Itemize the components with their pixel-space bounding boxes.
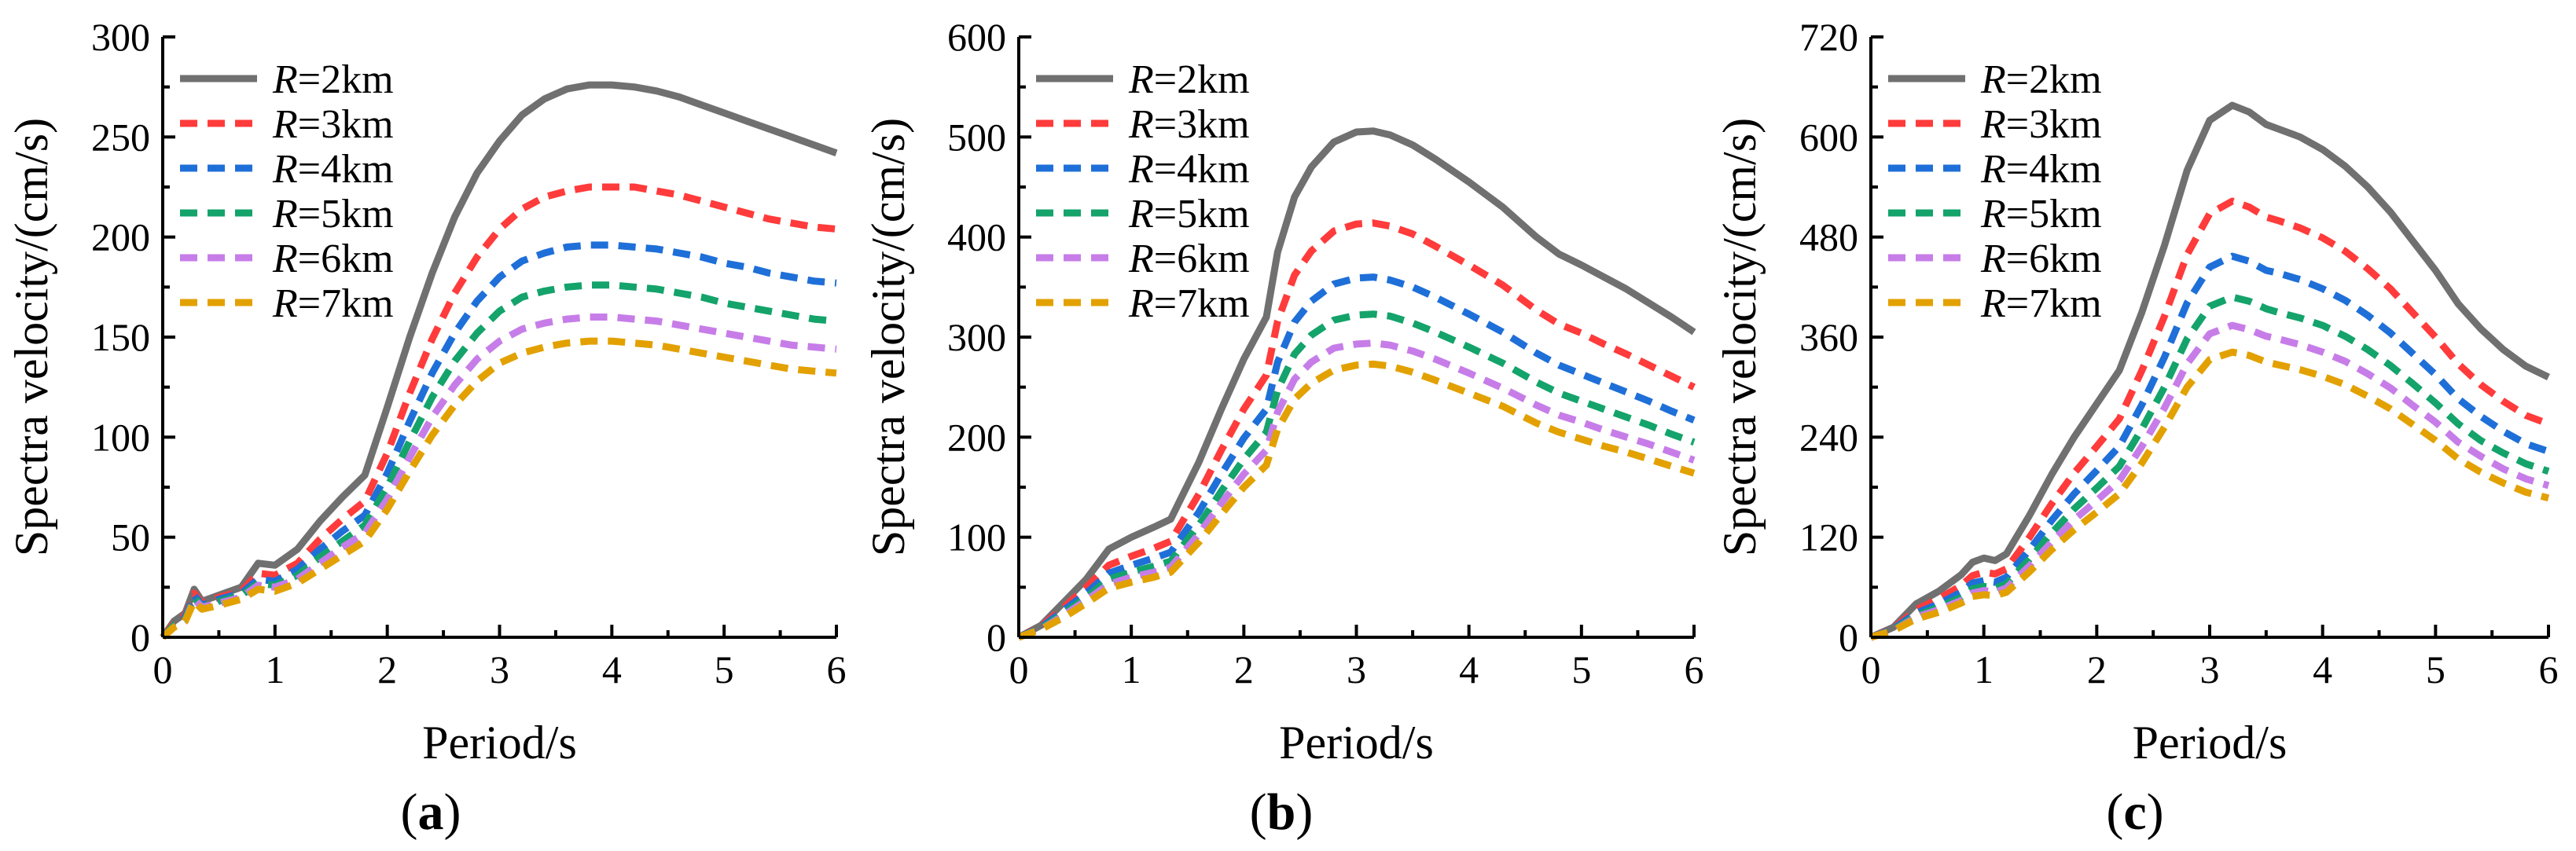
legend-entry-label: R=2km	[1128, 57, 1250, 102]
x-tick-label: 1	[265, 647, 285, 691]
legend-entry-label: R=4km	[1128, 147, 1250, 192]
y-tick-label: 0	[987, 615, 1006, 659]
legend-entry-label: R=2km	[272, 57, 394, 102]
legend-entry-label: R=7km	[1980, 281, 2102, 326]
x-tick-label: 0	[1009, 647, 1029, 691]
series-line-b-6	[1017, 360, 1696, 641]
y-tick-label: 200	[91, 215, 150, 259]
x-tick-label: 6	[2539, 647, 2559, 691]
series-line-c-5	[1869, 321, 2550, 641]
x-tick-label: 4	[602, 647, 622, 691]
series-line-b-2	[1017, 219, 1696, 641]
y-tick-label: 50	[111, 515, 150, 559]
y-tick-label: 240	[1799, 415, 1858, 459]
x-tick-label: 6	[1685, 647, 1704, 691]
y-tick-label: 250	[91, 115, 150, 159]
chart-panel-b: 0 1 2 3 4 5 6 0 100 200 300 400 500 600 Period/s Spectr…	[862, 15, 1704, 841]
y-tick-label: 480	[1799, 215, 1858, 259]
y-tick-label: 360	[1799, 315, 1858, 359]
chart-panel-c: 0 1 2 3 4 5 6 0 120 240 360 480 600 720 Period/s Spectr…	[1714, 15, 2559, 841]
panel-label: (b)	[1250, 783, 1314, 841]
series-line-a-2	[160, 183, 837, 640]
legend-entry-label: R=5km	[1980, 192, 2102, 237]
y-tick-label: 600	[947, 15, 1006, 59]
x-axis-title: Period/s	[422, 717, 577, 768]
series-line-b-1	[1016, 127, 1696, 640]
x-tick-label: 5	[1571, 647, 1591, 691]
legend-entry-label: R=4km	[272, 147, 394, 192]
legend-entry-label: R=2km	[1980, 57, 2102, 102]
x-tick-label: 3	[490, 647, 509, 691]
y-tick-label: 200	[947, 415, 1006, 459]
series-line-c-1	[1869, 101, 2550, 641]
legend-entry-label: R=5km	[272, 192, 394, 237]
x-tick-label: 1	[1974, 647, 1994, 691]
x-tick-label: 3	[1347, 647, 1366, 691]
series-line-b-3	[1017, 273, 1696, 641]
legend-entry-label: R=5km	[1128, 192, 1250, 237]
series-line-c-2	[1869, 197, 2550, 641]
y-tick-label: 300	[947, 315, 1006, 359]
x-tick-label: 4	[1459, 647, 1479, 691]
x-tick-label: 2	[2087, 647, 2107, 691]
y-tick-label: 720	[1799, 15, 1858, 59]
x-tick-label: 5	[2426, 647, 2446, 691]
series-line-c-3	[1869, 252, 2550, 641]
series-line-a-6	[160, 337, 837, 640]
x-tick-label: 2	[377, 647, 397, 691]
y-tick-label: 120	[1799, 515, 1858, 559]
y-tick-label: 600	[1799, 115, 1858, 159]
y-tick-label: 0	[130, 615, 150, 659]
panel-label: (a)	[401, 783, 461, 841]
y-tick-label: 400	[947, 215, 1006, 259]
chart-panel-a: 0 1 2 3 4 5 6 0 50 100 150 200 250 300 Period/s Spectra…	[6, 15, 847, 841]
x-tick-label: 6	[827, 647, 847, 691]
series-line-c-4	[1869, 293, 2550, 641]
x-axis-title: Period/s	[2133, 717, 2288, 768]
y-axis-title: Spectra velocity/(cm/s)	[862, 118, 914, 556]
legend-entry-label: R=6km	[272, 237, 394, 281]
legend-entry-label: R=3km	[1980, 102, 2102, 147]
x-tick-label: 1	[1122, 647, 1141, 691]
y-tick-label: 100	[947, 515, 1006, 559]
series-line-c-6	[1869, 348, 2550, 641]
x-tick-label: 5	[715, 647, 734, 691]
y-tick-label: 500	[947, 115, 1006, 159]
series-line-a-1	[160, 81, 838, 640]
x-tick-label: 4	[2313, 647, 2332, 691]
panel-label: (c)	[2106, 783, 2163, 841]
x-tick-label: 2	[1234, 647, 1254, 691]
x-tick-label: 0	[1861, 647, 1881, 691]
legend-entry-label: R=4km	[1980, 147, 2102, 192]
legend-entry-label: R=6km	[1980, 237, 2102, 281]
y-tick-label: 300	[91, 15, 150, 59]
x-tick-label: 0	[153, 647, 173, 691]
y-tick-label: 150	[91, 315, 150, 359]
legend-entry-label: R=6km	[1128, 237, 1250, 281]
legend-entry-label: R=7km	[272, 281, 394, 326]
y-tick-label: 0	[1839, 615, 1858, 659]
x-axis-title: Period/s	[1279, 717, 1434, 768]
legend-entry-label: R=3km	[272, 102, 394, 147]
legend-entry-label: R=7km	[1128, 281, 1250, 326]
legend-entry-label: R=3km	[1128, 102, 1250, 147]
series-line-b-5	[1017, 339, 1696, 641]
x-tick-label: 3	[2200, 647, 2220, 691]
series-line-b-4	[1017, 310, 1696, 641]
y-tick-label: 100	[91, 415, 150, 459]
y-axis-title: Spectra velocity/(cm/s)	[1714, 118, 1766, 556]
y-axis-title: Spectra velocity/(cm/s)	[6, 118, 57, 556]
